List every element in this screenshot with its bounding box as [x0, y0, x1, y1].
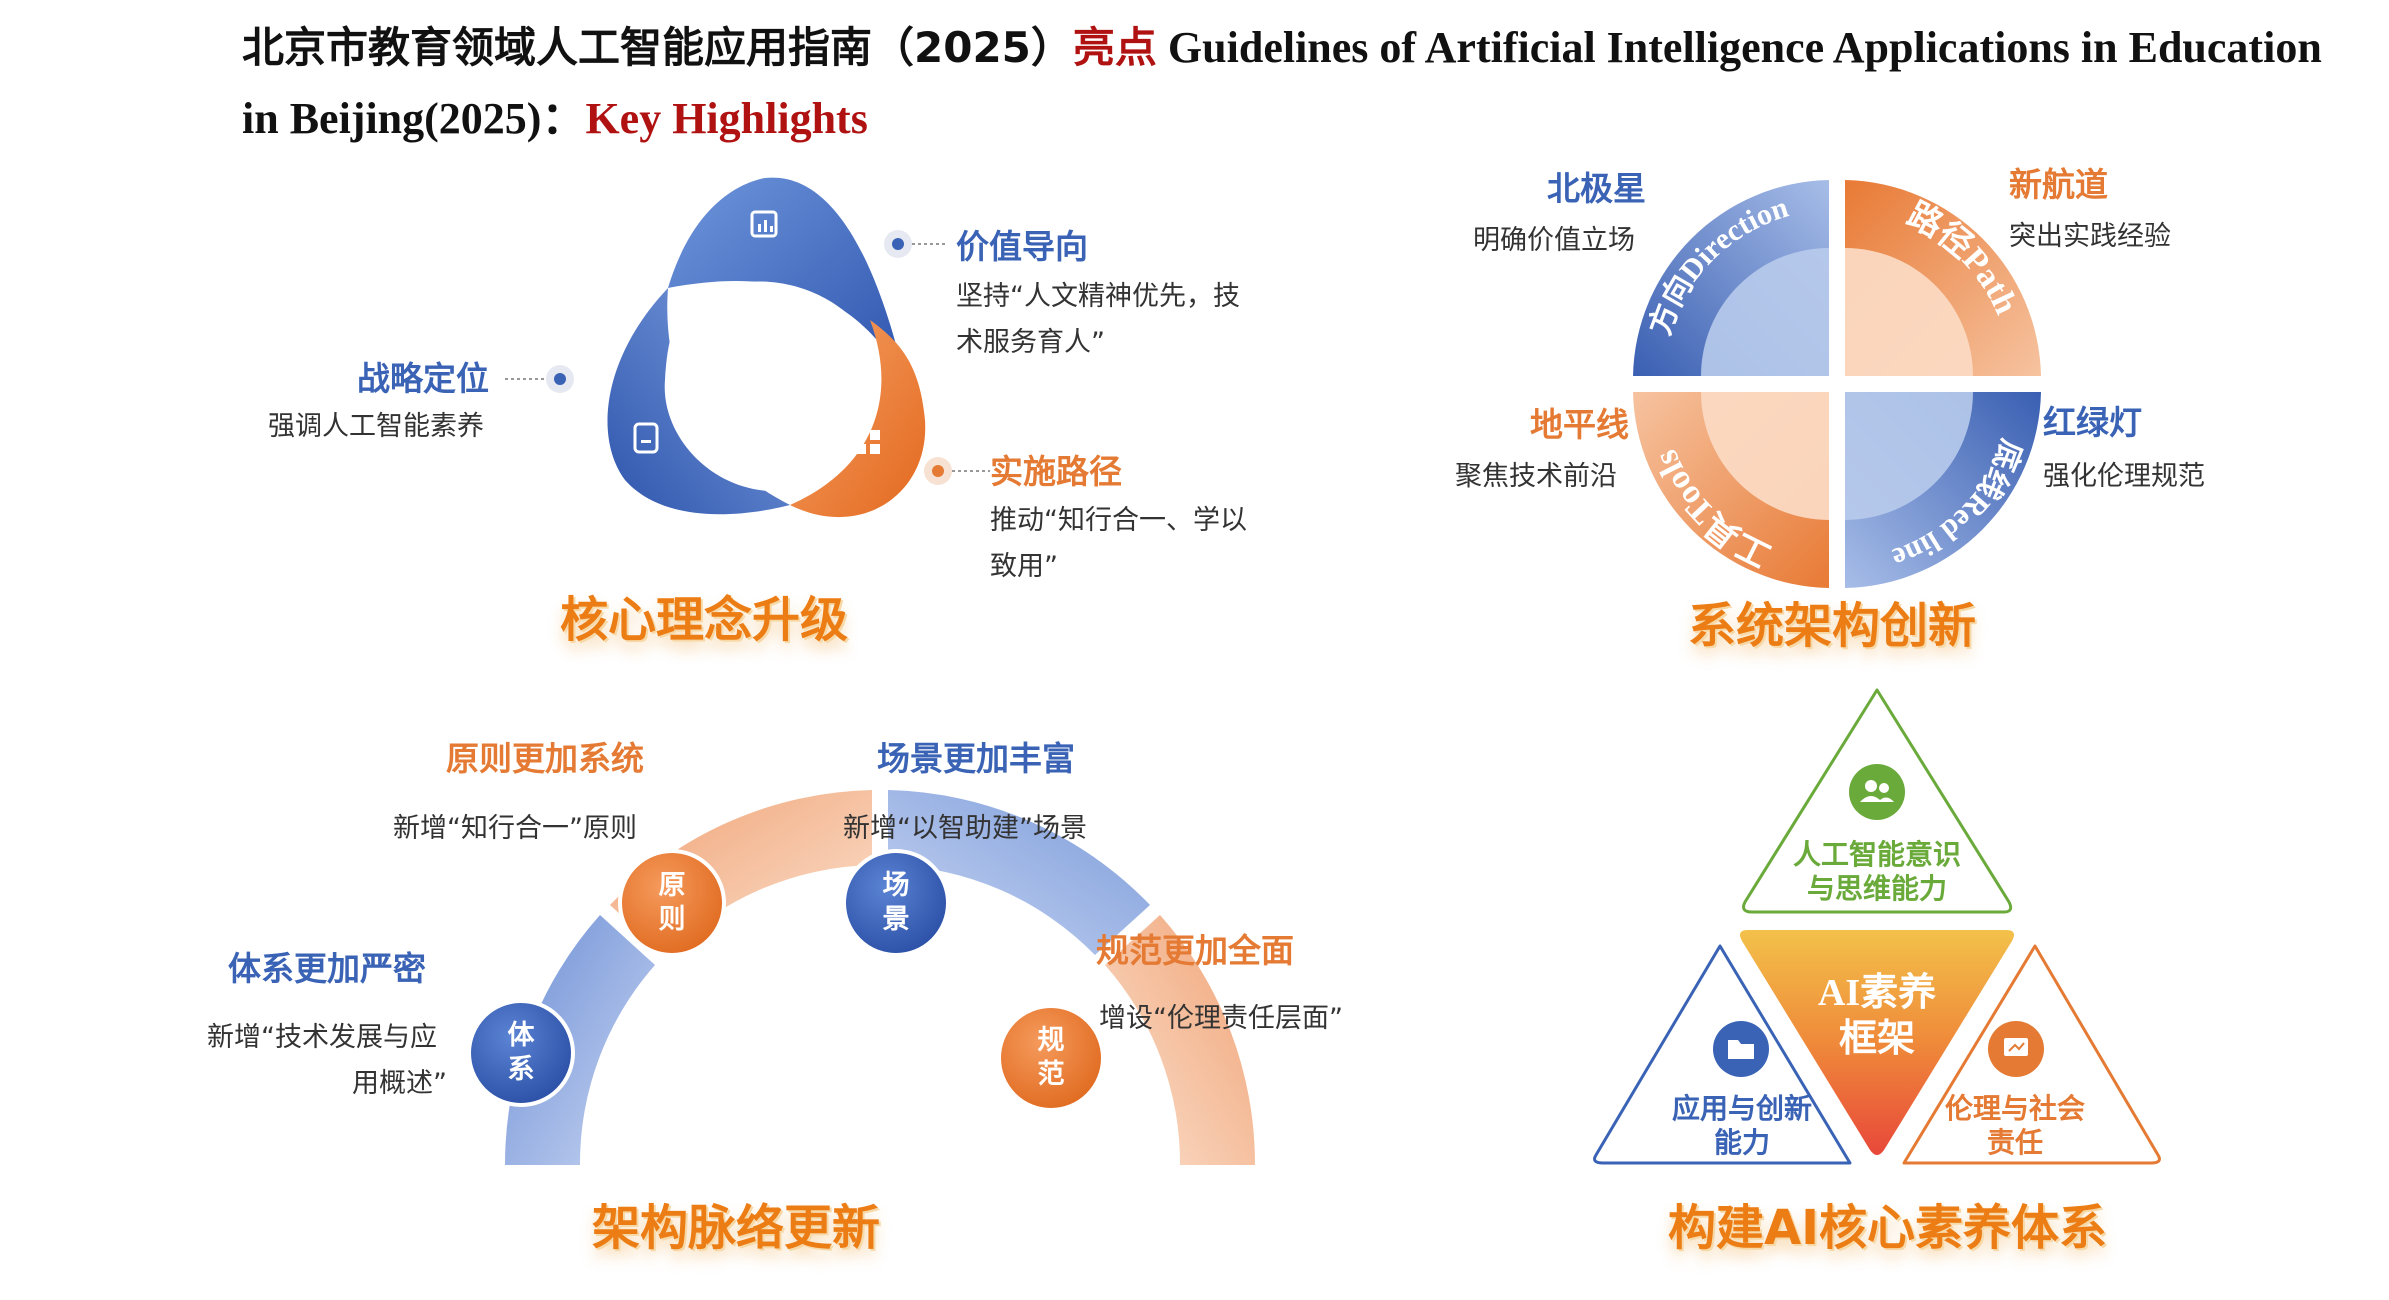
badge-char: 范: [1037, 1059, 1065, 1090]
document-icon: [633, 422, 659, 454]
badge-principle-label: 原 则: [622, 869, 722, 937]
badge-char: 则: [658, 904, 686, 935]
norm-heading: 规范更加全面: [1096, 931, 1294, 970]
scene-desc: 新增“以智助建”场景: [843, 813, 1087, 844]
principle-heading: 原则更加系统: [446, 739, 644, 778]
title-cn: 北京市教育领域人工智能应用指南（2025）: [242, 23, 1073, 72]
page-subtitle: in Beijing(2025)：Key Highlights: [242, 97, 868, 141]
section4-title: 构建AI核心素养体系: [1668, 1200, 2108, 1256]
implementation-heading: 实施路径: [990, 452, 1122, 491]
label-line: 能力: [1713, 1126, 1770, 1159]
horizon-desc: 聚焦技术前沿: [1455, 461, 1617, 492]
desc-line: 推动“知行合一、学以: [990, 505, 1247, 536]
norm-desc: 增设“伦理责任层面”: [1099, 1003, 1343, 1034]
strategy-desc: 强调人工智能素养: [268, 404, 484, 450]
title-en-highlight: Key Highlights: [585, 94, 868, 143]
system-heading: 体系更加严密: [228, 949, 426, 988]
value-orientation-desc: 坚持“人文精神优先，技 术服务育人”: [956, 274, 1240, 366]
section1-title: 核心理念升级: [560, 592, 849, 648]
badge-char: 场: [882, 870, 910, 901]
people-icon: [1860, 780, 1894, 802]
badge-scene-circle: [842, 849, 950, 957]
architecture-quadrants: 方向Direction 路径Path 工具Tools 底线Red line: [1633, 180, 2041, 588]
strategy-heading: 战略定位: [357, 359, 489, 398]
label-line: 伦理与社会: [1944, 1092, 2085, 1125]
core-concept-swirl: [505, 177, 990, 518]
swirl-blade-left: [607, 288, 790, 515]
title-highlight: 亮点: [1072, 23, 1157, 72]
label-line: 责任: [1986, 1126, 2043, 1159]
swirl-blade-right: [790, 320, 926, 518]
badge-system-circle: [467, 999, 575, 1107]
chart-icon: [750, 210, 778, 238]
new-channel-heading: 新航道: [2009, 165, 2108, 204]
center-line: 框架: [1838, 1018, 1915, 1060]
badge-norm-circle: [997, 1004, 1105, 1112]
desc-line: 新增“技术发展与应: [207, 1022, 437, 1053]
title-en: Guidelines of Artificial Intelligence Ap…: [1167, 23, 2322, 72]
value-orientation-heading: 价值导向: [956, 227, 1088, 266]
implementation-desc: 推动“知行合一、学以 致用”: [990, 498, 1247, 590]
badge-char: 景: [882, 904, 910, 935]
badge-scene-label: 场 景: [846, 869, 946, 937]
label-line: 应用与创新: [1671, 1092, 1812, 1125]
badge-char: 体: [507, 1020, 535, 1051]
ai-literacy-triangles: [1593, 688, 2161, 1165]
swirl-blade-top: [668, 177, 905, 380]
section2-title: 系统架构创新: [1688, 598, 1977, 654]
scene-heading: 场景更加丰富: [877, 739, 1075, 778]
badge-norm-label: 规 范: [1001, 1024, 1101, 1092]
new-channel-desc: 突出实践经验: [2009, 221, 2171, 252]
north-star-heading: 北极星: [1547, 169, 1646, 208]
badge-char: 系: [507, 1054, 535, 1085]
application-label: 应用与创新 能力: [1617, 1092, 1867, 1160]
desc-line: 致用”: [990, 551, 1058, 582]
traffic-light-heading: 红绿灯: [2043, 403, 2142, 442]
ethics-label: 伦理与社会 责任: [1890, 1092, 2140, 1160]
principle-desc: 新增“知行合一”原则: [393, 813, 637, 844]
badge-system-label: 体 系: [471, 1019, 571, 1087]
north-star-desc: 明确价值立场: [1473, 225, 1635, 256]
label-line: 人工智能意识: [1792, 838, 1961, 871]
presentation-icon: [2004, 1038, 2028, 1056]
title-en-2: in Beijing(2025)：: [242, 94, 586, 143]
label-line: 与思维能力: [1806, 872, 1947, 905]
ai-awareness-label: 人工智能意识 与思维能力: [1747, 838, 2007, 906]
badge-char: 规: [1037, 1025, 1065, 1056]
center-line: AI素养: [1817, 972, 1937, 1014]
desc-line: 坚持“人文精神优先，技: [956, 281, 1240, 312]
ai-literacy-center-label: AI素养 框架: [1777, 970, 1977, 1062]
page-title: 北京市教育领域人工智能应用指南（2025）亮点 Guidelines of Ar…: [242, 26, 2322, 70]
section3-title: 架构脉络更新: [592, 1200, 881, 1256]
desc-line: 用概述”: [352, 1068, 447, 1099]
desc-line: 术服务育人”: [956, 327, 1105, 358]
desc-line: 强调人工智能素养: [268, 411, 484, 442]
system-desc: 新增“技术发展与应 用概述”: [207, 1015, 447, 1107]
folder-icon: [1728, 1040, 1754, 1059]
badge-principle-circle: [618, 849, 726, 957]
traffic-light-desc: 强化伦理规范: [2043, 461, 2205, 492]
apps-icon: [856, 430, 880, 454]
badge-char: 原: [658, 870, 686, 901]
horizon-heading: 地平线: [1530, 405, 1629, 444]
